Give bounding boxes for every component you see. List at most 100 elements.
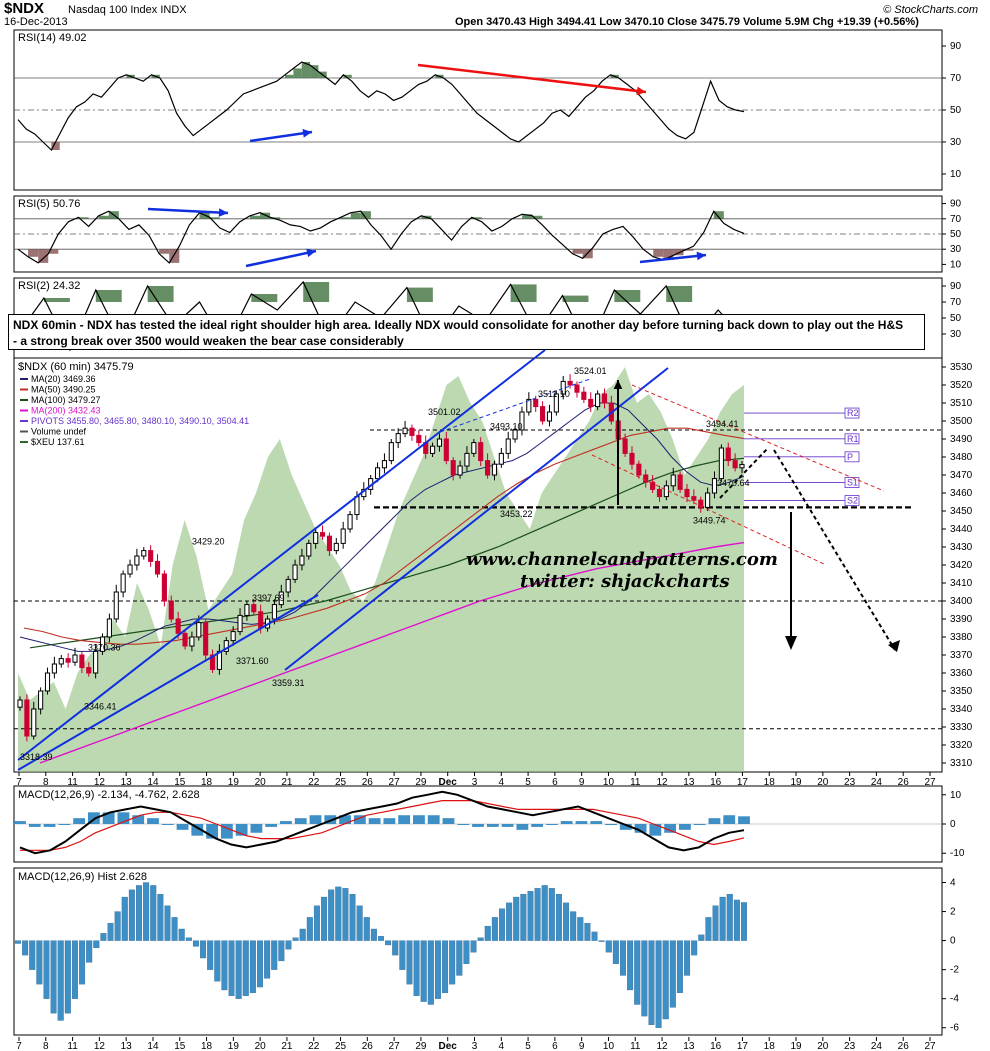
xeu-area — [18, 367, 744, 772]
index-name: Nasdaq 100 Index INDX — [68, 4, 187, 16]
candle-body — [299, 555, 305, 566]
macd-hist-bar — [398, 815, 411, 824]
rsi5-overbought-fill — [98, 215, 109, 219]
hist-bar — [207, 940, 214, 970]
hist-bar — [43, 940, 50, 999]
macd-hist-bar — [280, 821, 292, 824]
bottom-x-tick-label: 29 — [415, 1041, 427, 1051]
macd-signal-line — [20, 799, 745, 851]
x-tick-label: 15 — [174, 777, 186, 788]
macd-hist-bar — [738, 816, 750, 824]
projection-up — [719, 447, 769, 499]
x-tick-label: 21 — [281, 777, 293, 788]
candle-body — [223, 640, 229, 652]
hist-bar — [171, 917, 178, 941]
pivot-box-S2 — [844, 495, 860, 506]
candle-body — [629, 452, 635, 465]
candle-body — [79, 654, 85, 669]
rsi5-overbought-fill — [249, 215, 260, 219]
macd-hist-bar — [339, 815, 351, 824]
rsi14-divergence-arrow — [249, 130, 313, 143]
x-tick-label: 20 — [817, 777, 829, 788]
candle-body — [643, 474, 649, 483]
rsi5-tick-label: 30 — [950, 244, 962, 255]
bottom-x-tick-label: 22 — [308, 1041, 320, 1051]
hist-bar — [242, 940, 249, 996]
macd-hist-bar — [678, 824, 691, 830]
candle-body — [175, 618, 181, 634]
hist-bar — [577, 917, 584, 941]
pivot-label-S1: S1 — [847, 478, 858, 488]
pivot-label-S2: S2 — [847, 496, 858, 506]
bottom-x-tick-label: 27 — [389, 1041, 401, 1051]
pivot-box-R1 — [844, 433, 860, 445]
macd-hist-bar — [117, 812, 130, 824]
hist-bar — [484, 925, 491, 941]
x-tick-label: Dec — [439, 777, 458, 788]
price-annotation: 3318.39 — [20, 752, 53, 762]
hist-bar — [100, 933, 107, 941]
hist-bar — [605, 940, 612, 953]
macd-hist-bar — [383, 818, 396, 824]
hist-bar — [370, 928, 377, 941]
hist-bar — [719, 896, 726, 941]
x-tick-label: 18 — [201, 777, 213, 788]
bottom-x-tick-label: 26 — [898, 1041, 910, 1051]
legend-entry: MA(100) 3479.27 — [31, 395, 101, 405]
bottom-x-tick-label: 18 — [764, 1041, 776, 1051]
legend-entry: MA(50) 3490.25 — [31, 385, 96, 395]
rsi2-overbought-fill — [95, 290, 122, 302]
candle-body — [739, 464, 745, 469]
hs-height-arrow-up-head — [613, 380, 623, 390]
price-tick-label: 3310 — [950, 758, 973, 769]
hist-bar — [185, 937, 192, 941]
hist-bar — [449, 940, 456, 985]
rsi2-overbought-fill — [614, 290, 641, 302]
analysis-note: NDX 60min - NDX has tested the ideal rig… — [8, 314, 925, 350]
candle-body — [237, 614, 243, 633]
price-annotation: 3470.64 — [717, 478, 750, 488]
hist-bar — [648, 940, 655, 1025]
x-tick-label: 10 — [603, 777, 615, 788]
candle-body — [44, 672, 51, 692]
rsi14-tick-label: 30 — [950, 137, 962, 148]
hist-bar — [705, 917, 712, 941]
legend-entry: MA(200) 3432.43 — [31, 406, 101, 416]
price-annotation: 3359.31 — [272, 678, 305, 688]
macd-hist-bar — [516, 824, 529, 830]
hist-bar — [93, 940, 100, 949]
macd-tick-label: 0 — [950, 819, 956, 830]
watermark-site: www.channelsandpatterns.com — [466, 549, 778, 570]
rsi14-tick-label: 50 — [950, 105, 962, 116]
hist-bar — [107, 923, 114, 941]
hist-bar — [548, 888, 555, 941]
candle-body — [485, 460, 491, 476]
candle-body — [113, 591, 119, 620]
macd-hist-bar — [442, 818, 455, 824]
candle-body — [670, 474, 676, 487]
candle-body — [533, 398, 539, 408]
macd-hist-bar — [575, 821, 588, 824]
candle-body — [258, 611, 264, 629]
pivot-box-R2 — [844, 407, 860, 419]
rsi14-overbought-fill — [285, 74, 294, 78]
bottom-x-tick-label: 27 — [924, 1041, 936, 1051]
hist-bar — [463, 940, 470, 964]
hist-bar — [249, 940, 256, 994]
price-annotation: 3371.60 — [236, 656, 269, 666]
x-tick-label: 17 — [737, 777, 749, 788]
hist-bar — [313, 905, 320, 941]
hist-bar — [178, 928, 185, 941]
macd-hist-bar — [250, 824, 263, 833]
hist-bar — [741, 902, 747, 941]
macd-hist-bar — [649, 824, 662, 836]
macd-hist-bar — [161, 824, 174, 825]
hist-bar — [612, 940, 619, 964]
price-tick-label: 3520 — [950, 380, 973, 391]
x-tick-label: 13 — [683, 777, 695, 788]
price-title: $NDX (60 min) 3475.79 — [18, 361, 134, 373]
bottom-x-tick-label: 15 — [174, 1041, 186, 1051]
rsi14-divergence-arrow-head — [302, 128, 312, 138]
x-tick-label: 16 — [710, 777, 722, 788]
rsi14-bearish-arrow — [417, 63, 647, 94]
